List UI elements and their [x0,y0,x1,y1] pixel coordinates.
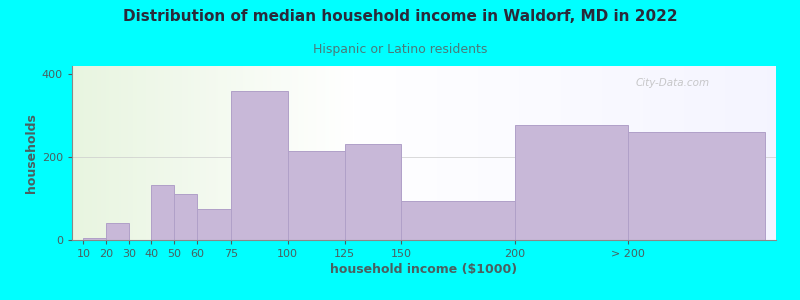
Bar [345,144,402,240]
Text: City-Data.com: City-Data.com [635,78,710,88]
Bar [231,91,288,240]
Bar [174,194,197,240]
Bar [151,185,174,240]
Bar [515,125,628,240]
Text: Hispanic or Latino residents: Hispanic or Latino residents [313,44,487,56]
Bar [83,238,106,240]
Bar [106,223,129,240]
Y-axis label: households: households [25,113,38,193]
Bar [288,151,345,240]
Bar [197,209,231,240]
X-axis label: household income ($1000): household income ($1000) [330,263,518,276]
Bar [628,132,765,240]
Bar [402,201,515,240]
Text: Distribution of median household income in Waldorf, MD in 2022: Distribution of median household income … [122,9,678,24]
